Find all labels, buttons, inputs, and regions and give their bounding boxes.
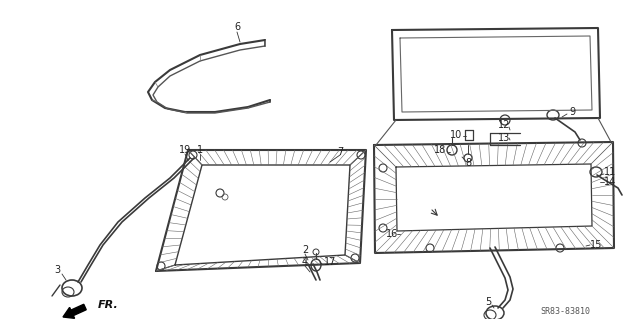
Text: 14: 14 [604,177,616,187]
Text: 8: 8 [465,158,471,168]
Text: 15: 15 [590,240,602,250]
Text: 5: 5 [485,297,491,307]
Text: 17: 17 [324,257,336,267]
Text: 6: 6 [234,22,240,32]
Text: 3: 3 [54,265,60,275]
Text: 13: 13 [498,133,510,143]
Text: 12: 12 [498,120,510,130]
Text: 1: 1 [197,145,203,155]
Text: 11: 11 [604,167,616,177]
Text: 16: 16 [386,229,398,239]
Text: 4: 4 [302,257,308,267]
Text: 10: 10 [450,130,462,140]
Text: 18: 18 [434,145,446,155]
Text: 2: 2 [302,245,308,255]
FancyArrow shape [63,304,86,318]
Text: 9: 9 [569,107,575,117]
Text: 7: 7 [337,147,343,157]
Text: SR83-83810: SR83-83810 [540,308,590,316]
Text: FR.: FR. [98,300,119,310]
Text: 19: 19 [179,145,191,155]
